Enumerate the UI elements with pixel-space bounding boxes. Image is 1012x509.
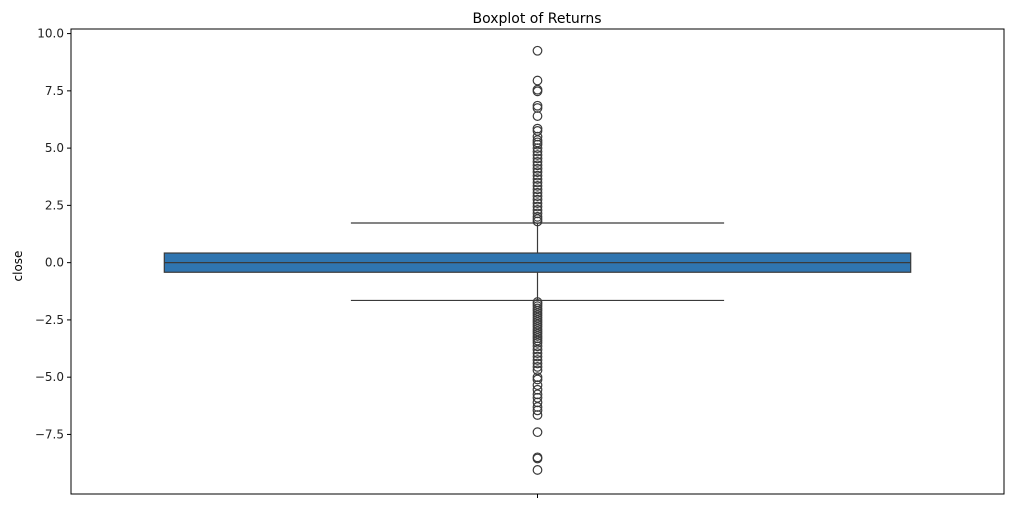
outlier-point [532,355,543,365]
outlier-point [532,143,543,154]
outlier-point [532,139,543,150]
outlier-point [532,361,543,372]
outlier-point [532,344,543,355]
outlier-point [532,167,543,178]
y-tick-label: 10.0 [37,27,64,41]
outlier-point [532,465,543,475]
outlier-point [532,351,543,362]
outlier-point [532,160,543,171]
outlier-point [532,45,543,56]
outlier-point [532,174,543,184]
y-tick-label: 2.5 [45,198,64,212]
outlier-point [532,194,543,205]
outlier-point [532,374,543,385]
outlier-point [532,86,543,97]
y-tick-label: −2.5 [35,313,64,327]
outlier-point [532,187,543,198]
outlier-point [532,170,543,181]
y-tick-label: −7.5 [35,427,64,441]
y-tick-label: 7.5 [45,84,64,98]
outlier-point [532,150,543,160]
outlier-point [532,146,543,157]
outlier-point [532,198,543,208]
outlier-point [532,216,543,227]
outlier-point [532,191,543,202]
outlier-point [532,410,543,420]
outlier-point [532,341,543,352]
outlier-point [532,75,543,86]
outlier-point [532,201,543,212]
outlier-point [532,453,543,464]
y-tick-label: 0.0 [45,256,64,270]
outlier-point [532,427,543,438]
y-tick-label: −5.0 [35,370,64,384]
y-tick-label: 5.0 [45,141,64,155]
outlier-point [532,111,543,121]
outlier-point [532,348,543,359]
outlier-point [532,184,543,195]
outlier-point [532,181,543,191]
outlier-point [532,177,543,188]
plot-area: −7.5 −5.0 −2.5 0.0 2.5 5.0 7.5 10.0 [35,27,1005,498]
y-axis-label: close [11,251,25,282]
outlier-point [532,337,543,348]
outlier-point [532,405,543,416]
outlier-point [532,163,543,174]
outlier-point [532,153,543,164]
outlier-point [532,156,543,167]
outlier-point [532,358,543,369]
chart-title: Boxplot of Returns [472,11,601,27]
